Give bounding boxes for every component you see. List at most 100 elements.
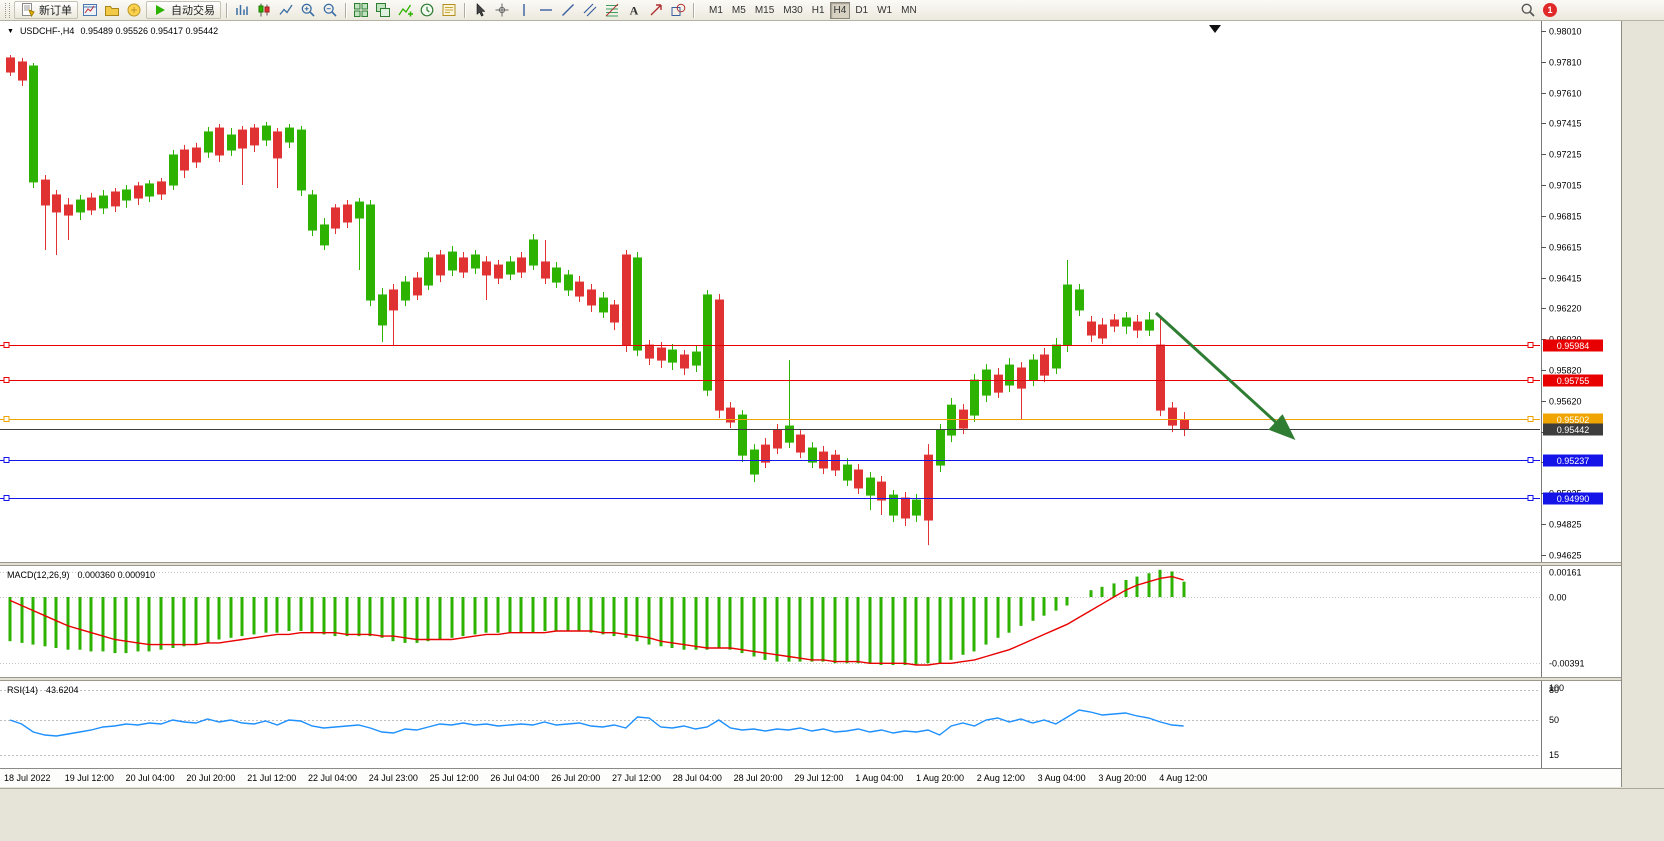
- svg-text:80: 80: [1549, 685, 1559, 695]
- crosshair-button[interactable]: [492, 1, 512, 19]
- time-label: 24 Jul 23:00: [368, 773, 418, 783]
- svg-text:0.98010: 0.98010: [1549, 27, 1582, 37]
- macd-panel-canvas[interactable]: 0.00161 0.00 -0.00391: [0, 566, 1621, 677]
- arrows-button[interactable]: [646, 1, 666, 19]
- tile-windows-button[interactable]: [351, 1, 371, 19]
- crosshair-icon: [495, 3, 509, 17]
- svg-text:0.95620: 0.95620: [1549, 397, 1582, 407]
- toolbar-separator: [464, 2, 465, 18]
- timeframe-d1-button[interactable]: D1: [851, 2, 872, 19]
- timeframe-mn-button[interactable]: MN: [897, 2, 921, 19]
- main-chart-canvas[interactable]: 0.98010 0.97810 0.97610 0.97415 0.97215 0.970…: [0, 21, 1621, 562]
- chart-symbol-title: USDCHF-,H4: [19, 26, 75, 36]
- cursor-button[interactable]: [470, 1, 490, 19]
- time-label: 26 Jul 04:00: [490, 773, 540, 783]
- bar-chart-icon: [236, 5, 248, 15]
- metaeditor-button[interactable]: [124, 1, 144, 19]
- timeframe-h4-button[interactable]: H4: [829, 1, 851, 19]
- macd-signal-line: [9, 575, 1184, 666]
- svg-text:0.94625: 0.94625: [1549, 551, 1582, 561]
- svg-text:0.96220: 0.96220: [1549, 304, 1582, 314]
- trend-arrow-object[interactable]: [1154, 311, 1296, 441]
- timeframe-h1-button[interactable]: H1: [808, 2, 829, 19]
- timeframe-m30-button[interactable]: M30: [779, 2, 806, 19]
- time-axis[interactable]: 18 Jul 2022 19 Jul 12:00 20 Jul 04:00 20 Ju…: [0, 769, 1621, 787]
- time-label: 4 Aug 12:00: [1159, 773, 1208, 783]
- svg-text:0.97215: 0.97215: [1549, 150, 1582, 160]
- svg-text:0.97015: 0.97015: [1549, 181, 1582, 191]
- bar-chart-button[interactable]: [232, 1, 252, 19]
- auto-trading-button[interactable]: 自动交易: [146, 1, 221, 19]
- templates-button[interactable]: [439, 1, 459, 19]
- time-label: 27 Jul 12:00: [612, 773, 662, 783]
- symbol-dropdown-icon[interactable]: ▼: [7, 27, 14, 35]
- svg-text:0.95820: 0.95820: [1549, 366, 1582, 376]
- line-chart-button[interactable]: [276, 1, 296, 19]
- time-label: 26 Jul 20:00: [551, 773, 601, 783]
- horizontal-line-button[interactable]: [536, 1, 556, 19]
- time-label: 3 Aug 20:00: [1098, 773, 1147, 783]
- chart-shift-marker-icon[interactable]: [1209, 25, 1221, 33]
- horizontal-line-object[interactable]: 0.95984: [0, 339, 1603, 352]
- new-order-icon: [22, 3, 35, 18]
- zoom-out-button[interactable]: [320, 1, 340, 19]
- profiles-button[interactable]: [102, 1, 122, 19]
- panel-splitter[interactable]: [0, 677, 1621, 681]
- time-label: 20 Jul 04:00: [125, 773, 175, 783]
- horizontal-line-object[interactable]: 0.95237: [0, 454, 1603, 467]
- toolbar-grip[interactable]: [5, 2, 10, 18]
- text-icon: A: [630, 4, 639, 18]
- new-order-label: 新订单: [39, 5, 72, 17]
- time-label: 18 Jul 2022: [4, 773, 51, 783]
- horizontal-line-object[interactable]: 0.95755: [0, 374, 1603, 387]
- panel-splitter[interactable]: [0, 562, 1621, 566]
- timeframe-m15-button[interactable]: M15: [751, 2, 778, 19]
- auto-trading-label: 自动交易: [171, 5, 215, 17]
- svg-text:A: A: [630, 4, 639, 18]
- zoom-in-button[interactable]: [298, 1, 318, 19]
- line-chart-icon: [279, 4, 293, 15]
- auto-trading-icon: [156, 5, 165, 15]
- shapes-button[interactable]: [668, 1, 688, 19]
- window-bottom-area: [0, 788, 1664, 841]
- macd-values: 0.000360 0.000910: [77, 570, 156, 580]
- profiles-icon: [105, 6, 119, 16]
- cascade-windows-button[interactable]: [373, 1, 393, 19]
- macd-axis[interactable]: 0.00161 0.00 -0.00391: [0, 568, 1585, 669]
- fibonacci-button[interactable]: [602, 1, 622, 19]
- new-order-button[interactable]: 新订单: [14, 1, 78, 19]
- periods-button[interactable]: [417, 1, 437, 19]
- svg-text:50: 50: [1549, 715, 1559, 725]
- cascade-windows-icon: [376, 3, 390, 17]
- svg-text:15: 15: [1549, 750, 1559, 760]
- search-button[interactable]: [1518, 1, 1538, 19]
- time-label: 28 Jul 04:00: [672, 773, 722, 783]
- time-label: 2 Aug 12:00: [976, 773, 1025, 783]
- svg-text:0.00161: 0.00161: [1549, 568, 1582, 578]
- vertical-line-icon: [523, 4, 525, 16]
- indicators-button[interactable]: [395, 1, 415, 19]
- notification-badge[interactable]: 1: [1543, 3, 1557, 17]
- macd-name: MACD(12,26,9): [7, 570, 70, 580]
- shapes-icon: [671, 3, 686, 16]
- trendline-button[interactable]: [558, 1, 578, 19]
- timeframe-w1-button[interactable]: W1: [873, 2, 896, 19]
- chart-window[interactable]: 0.98010 0.97810 0.97610 0.97415 0.97215 0.970…: [0, 21, 1622, 787]
- rsi-line: [9, 709, 1184, 737]
- time-label: 29 Jul 12:00: [794, 773, 844, 783]
- svg-text:0.94990: 0.94990: [1557, 494, 1590, 504]
- chart-window-button[interactable]: [80, 1, 100, 19]
- time-label: 3 Aug 04:00: [1037, 773, 1086, 783]
- chart-window-icon: [83, 4, 97, 16]
- channel-button[interactable]: [580, 1, 600, 19]
- timeframe-m5-button[interactable]: M5: [728, 2, 750, 19]
- candlestick-chart-button[interactable]: [254, 1, 274, 19]
- svg-text:0.00: 0.00: [1549, 593, 1567, 603]
- vertical-line-button[interactable]: [514, 1, 534, 19]
- svg-text:0.96815: 0.96815: [1549, 212, 1582, 222]
- text-button[interactable]: A: [624, 1, 644, 19]
- timeframe-m1-button[interactable]: M1: [705, 2, 727, 19]
- horizontal-line-object[interactable]: 0.94990: [0, 492, 1603, 505]
